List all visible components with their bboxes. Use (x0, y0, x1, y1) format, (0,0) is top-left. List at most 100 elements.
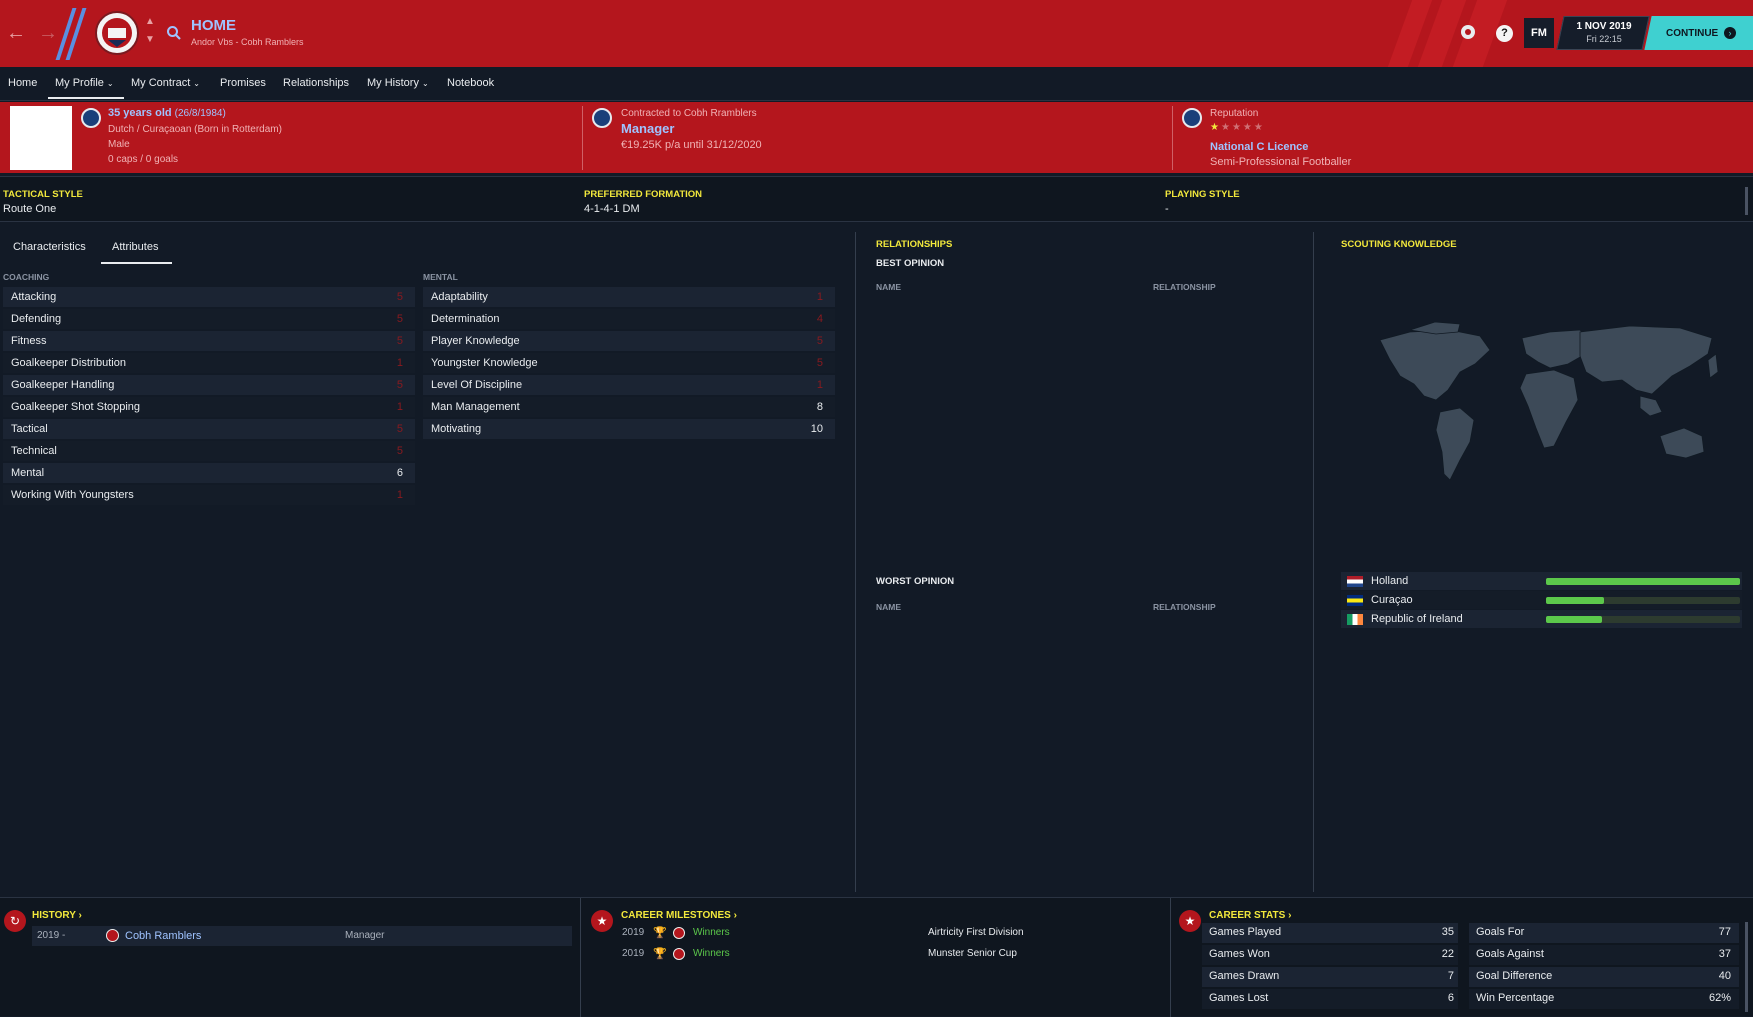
help-label: ? (1501, 27, 1508, 39)
menu-notebook[interactable]: Notebook (447, 77, 494, 89)
search-icon[interactable] (166, 25, 182, 41)
attr-name: Adaptability (431, 291, 488, 303)
mental-row[interactable]: Adaptability 1 (423, 287, 835, 307)
coaching-row[interactable]: Goalkeeper Shot Stopping 1 (3, 397, 415, 417)
divider (855, 232, 856, 892)
playing-style-value: - (1165, 203, 1169, 215)
profile-info-strip: 35 years old (26/8/1984) Dutch / Curaçao… (0, 102, 1753, 173)
tactical-style-value: Route One (3, 203, 57, 215)
history-row[interactable]: 2019 - Cobh Ramblers Manager (32, 926, 572, 946)
attr-value: 6 (396, 467, 403, 479)
menu-promises[interactable]: Promises (220, 77, 266, 89)
stat-label: Games Won (1209, 948, 1270, 960)
coaching-row[interactable]: Tactical 5 (3, 419, 415, 439)
mental-row[interactable]: Man Management 8 (423, 397, 835, 417)
world-map[interactable] (1340, 320, 1740, 500)
milestone-year: 2019 (622, 927, 645, 938)
milestone-row[interactable]: 2019 🏆 Winners Munster Senior Cup (621, 947, 1161, 967)
club-crest-icon (106, 929, 119, 942)
star-icon: ★ (1253, 122, 1265, 133)
history-role: Manager (345, 930, 385, 941)
milestone-competition: Munster Senior Cup (928, 948, 1017, 959)
reputation-icon (1182, 108, 1202, 128)
tab-label: Characteristics (13, 241, 86, 253)
knowledge-row[interactable]: Republic of Ireland (1341, 610, 1742, 628)
menu-my-profile[interactable]: My Profile ⌄ (55, 77, 114, 89)
coaching-row[interactable]: Attacking 5 (3, 287, 415, 307)
menu-relationships[interactable]: Relationships (283, 77, 349, 89)
history-club[interactable]: Cobh Ramblers (125, 930, 202, 942)
page-subtitle: Andor Vbs - Cobh Ramblers (191, 37, 304, 47)
scrollbar[interactable] (1745, 922, 1748, 1012)
scrollbar[interactable] (1745, 187, 1748, 215)
reputation-label: Reputation (1210, 108, 1259, 119)
stat-label: Goals For (1476, 926, 1525, 938)
best-opinion-header: BEST OPINION (876, 258, 945, 269)
milestone-result: Winners (693, 927, 730, 938)
bottom-panels: ↻ HISTORY › 2019 - Cobh Ramblers Manager… (0, 897, 1753, 1017)
attr-value: 1 (816, 379, 823, 391)
coaching-row[interactable]: Fitness 5 (3, 331, 415, 351)
career-stats-header[interactable]: CAREER STATS › (1209, 910, 1292, 921)
coaching-row[interactable]: Mental 6 (3, 463, 415, 483)
tab-characteristics[interactable]: Characteristics (13, 241, 86, 253)
attr-name: Youngster Knowledge (431, 357, 538, 369)
attr-name: Determination (431, 313, 500, 325)
stat-label: Goal Difference (1476, 970, 1553, 982)
chevron-down-icon: ⌄ (106, 79, 114, 88)
wage-label: €19.25K p/a until 31/12/2020 (621, 139, 762, 151)
mental-row[interactable]: Player Knowledge 5 (423, 331, 835, 351)
coaching-row[interactable]: Goalkeeper Handling 5 (3, 375, 415, 395)
history-year: 2019 - (37, 930, 66, 941)
club-crest-icon[interactable] (94, 10, 140, 56)
knowledge-row[interactable]: Curaçao (1341, 591, 1742, 609)
menu-home[interactable]: Home (8, 77, 37, 89)
coaching-row[interactable]: Working With Youngsters 1 (3, 485, 415, 505)
coaching-header: COACHING (3, 272, 50, 282)
milestone-competition: Airtricity First Division (928, 927, 1024, 938)
chevron-down-icon: ⌄ (421, 79, 429, 88)
career-stat-row: Games Won 22 (1202, 945, 1458, 965)
coaching-row[interactable]: Technical 5 (3, 441, 415, 461)
chevron-down-icon: ⌄ (193, 79, 200, 88)
date-label: 1 NOV 2019 (1576, 21, 1632, 32)
mental-row[interactable]: Level Of Discipline 1 (423, 375, 835, 395)
attr-value: 1 (816, 291, 823, 303)
stat-value: 6 (1447, 992, 1454, 1004)
trophy-icon[interactable] (1460, 24, 1476, 40)
menu-label: My Profile (55, 77, 104, 89)
divider (582, 106, 583, 170)
trophy-icon: 🏆 (653, 948, 667, 960)
coaching-row[interactable]: Goalkeeper Distribution 1 (3, 353, 415, 373)
tactical-style-label: TACTICAL STYLE (3, 189, 83, 200)
back-arrow-icon[interactable]: ← (6, 22, 26, 44)
menu-my-contract[interactable]: My Contract ⌄ (131, 77, 200, 89)
divider (1313, 232, 1314, 892)
attr-value: 1 (396, 401, 403, 413)
mental-row[interactable]: Youngster Knowledge 5 (423, 353, 835, 373)
menu-my-history[interactable]: My History ⌄ (367, 77, 429, 89)
tab-attributes[interactable]: Attributes (112, 241, 158, 253)
avatar (10, 106, 72, 170)
milestones-header[interactable]: CAREER MILESTONES › (621, 910, 737, 921)
attr-name: Player Knowledge (431, 335, 520, 347)
chevron-down-icon[interactable]: ▼ (145, 34, 155, 45)
knowledge-row[interactable]: Holland (1341, 572, 1742, 590)
menu-label: Relationships (283, 77, 350, 89)
chevron-up-icon[interactable]: ▲ (145, 16, 155, 27)
mental-row[interactable]: Motivating 10 (423, 419, 835, 439)
mental-row[interactable]: Determination 4 (423, 309, 835, 329)
attr-name: Goalkeeper Handling (11, 379, 115, 391)
stat-label: Goals Against (1476, 948, 1544, 960)
fm-logo-icon[interactable]: FM (1524, 18, 1554, 48)
milestone-row[interactable]: 2019 🏆 Winners Airtricity First Division (621, 926, 1161, 946)
coaching-row[interactable]: Defending 5 (3, 309, 415, 329)
forward-arrow-icon[interactable]: → (38, 22, 58, 44)
attr-name: Technical (11, 445, 57, 457)
playing-style-label: PLAYING STYLE (1165, 189, 1240, 200)
star-icon: ★ (1231, 122, 1243, 133)
relationships-header: RELATIONSHIPS (876, 239, 953, 250)
help-icon[interactable]: ? (1496, 25, 1513, 42)
attr-value: 5 (396, 291, 403, 303)
history-header[interactable]: HISTORY › (32, 910, 82, 921)
